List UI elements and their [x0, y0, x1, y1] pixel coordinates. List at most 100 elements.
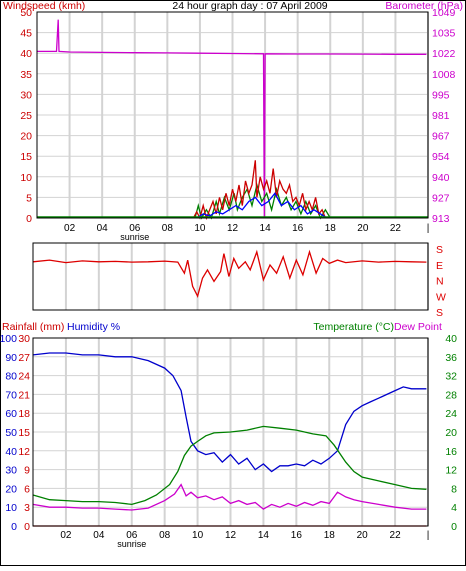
temperature-tick-label: 28 [445, 389, 457, 401]
humidity-axis-label: Humidity % [67, 321, 120, 333]
humidity-tick-label: 70 [5, 389, 17, 401]
x-tick-label: 08 [159, 530, 171, 541]
series-humidity [32, 352, 427, 473]
barometer-tick-label: 1049 [432, 7, 456, 19]
barometer-tick-label: 995 [432, 89, 450, 101]
wind-chart-series [37, 19, 428, 221]
series-wind [194, 182, 331, 220]
humidity-tick-label: 40 [5, 446, 17, 458]
direction-series [32, 249, 427, 299]
compass-tick-label: W [436, 291, 446, 303]
windspeed-tick-label: 25 [20, 110, 32, 122]
x-tick-label: 18 [324, 530, 336, 541]
humidity-tick-label: 50 [5, 427, 17, 439]
windspeed-tick-label: 15 [20, 151, 32, 163]
wind-chart-frame [36, 11, 429, 219]
series-wind-average [196, 192, 328, 219]
chart-title: 24 hour graph day : 07 April 2009 [172, 0, 327, 12]
dewpoint-axis-label: Dew Point [394, 321, 442, 333]
barometer-tick-label: 940 [432, 172, 450, 184]
rainfall-tick-label: 30 [18, 333, 30, 345]
x-tick-label: 10 [192, 530, 204, 541]
humidity-tick-label: 60 [5, 408, 17, 420]
windspeed-axis-label: Windspeed (kmh) [3, 0, 85, 12]
windspeed-tick-label: 40 [20, 48, 32, 60]
rainfall-tick-label: 27 [18, 352, 30, 364]
windspeed-tick-label: 5 [26, 192, 32, 204]
windspeed-tick-label: 35 [20, 69, 32, 81]
barometer-axis-label: Barometer (hPa) [385, 0, 463, 12]
temperature-tick-label: 20 [445, 427, 457, 439]
compass-tick-label: S [436, 307, 443, 319]
temperature-tick-label: 24 [445, 408, 457, 420]
barometer-tick-label: 1008 [432, 69, 456, 81]
temperature-axis-label: Temperature (°C) [313, 321, 394, 333]
x-tick-label: 22 [390, 530, 402, 541]
humidity-tick-label: 10 [5, 502, 17, 514]
rainfall-tick-label: 6 [24, 483, 30, 495]
humidity-chart-x-ticks: 02 04 06 08 10 12 14 16 18 20 22 | sunrise [60, 530, 429, 549]
compass-tick-label: N [436, 276, 444, 288]
rainfall-tick-label: 0 [24, 521, 30, 533]
rainfall-tick-label: 3 [24, 502, 30, 514]
x-tick-label: 02 [60, 530, 72, 541]
rainfall-tick-label: 15 [18, 427, 30, 439]
humidity-temperature-chart: 0102030405060708090100036912151821242730… [0, 333, 457, 549]
humidity-tick-label: 100 [0, 333, 17, 345]
windspeed-ticks: 0 5 10 15 20 25 30 35 40 45 50 [20, 7, 32, 225]
barometer-tick-label: 954 [432, 151, 450, 163]
barometer-tick-label: 1035 [432, 28, 456, 40]
compass-tick-label: S [436, 244, 443, 256]
compass-tick-label: E [436, 260, 443, 272]
x-tick-label: | [427, 223, 430, 234]
humidity-tick-label: 0 [11, 521, 17, 533]
rainfall-tick-label: 9 [24, 465, 30, 477]
temperature-tick-label: 16 [445, 446, 457, 458]
x-tick-label: 16 [291, 530, 303, 541]
windspeed-tick-label: 30 [20, 89, 32, 101]
temperature-tick-label: 4 [451, 502, 457, 514]
barometer-tick-label: 927 [432, 192, 450, 204]
windspeed-tick-label: 20 [20, 131, 32, 143]
x-tick-label: 06 [126, 530, 138, 541]
x-tick-label: | [427, 530, 430, 541]
temperature-tick-label: 12 [445, 465, 457, 477]
x-tick-label: 14 [260, 223, 272, 234]
windspeed-tick-label: 45 [20, 28, 32, 40]
x-tick-label: 12 [227, 223, 239, 234]
humidity-chart-frame [32, 337, 429, 527]
x-tick-label: 06 [129, 223, 141, 234]
temperature-ticks: 0 4 8 12 16 20 24 28 32 36 40 [445, 333, 457, 533]
barometer-tick-label: 913 [432, 213, 450, 225]
wind-chart-x-ticks: 02 04 06 08 10 12 14 16 18 20 22 | sunrise [64, 223, 429, 242]
barometer-tick-label: 981 [432, 110, 450, 122]
temperature-tick-label: 0 [451, 521, 457, 533]
windspeed-tick-label: 10 [20, 172, 32, 184]
x-tick-label: 08 [162, 223, 174, 234]
x-tick-label: 12 [225, 530, 237, 541]
barometer-ticks: 913 927 940 954 967 981 995 1008 1022 1035 1049 [432, 7, 456, 225]
x-tick-label: 14 [258, 530, 270, 541]
rainfall-tick-label: 24 [18, 371, 30, 383]
series-barometer [37, 19, 427, 219]
rainfall-tick-label: 21 [18, 389, 30, 401]
temperature-tick-label: 40 [445, 333, 457, 345]
temperature-tick-label: 8 [451, 483, 457, 495]
humidity-tick-label: 20 [5, 483, 17, 495]
series-direction [32, 249, 427, 299]
temperature-tick-label: 32 [445, 371, 457, 383]
barometer-tick-label: 967 [432, 131, 450, 143]
x-tick-label: 22 [390, 223, 402, 234]
direction-chart-frame [32, 242, 429, 311]
humidity-tick-label: 80 [5, 371, 17, 383]
humidity-tick-label: 90 [5, 352, 17, 364]
sunrise-label: sunrise [117, 539, 146, 549]
x-tick-label: 16 [292, 223, 304, 234]
x-tick-label: 20 [357, 530, 369, 541]
x-tick-label: 10 [194, 223, 206, 234]
